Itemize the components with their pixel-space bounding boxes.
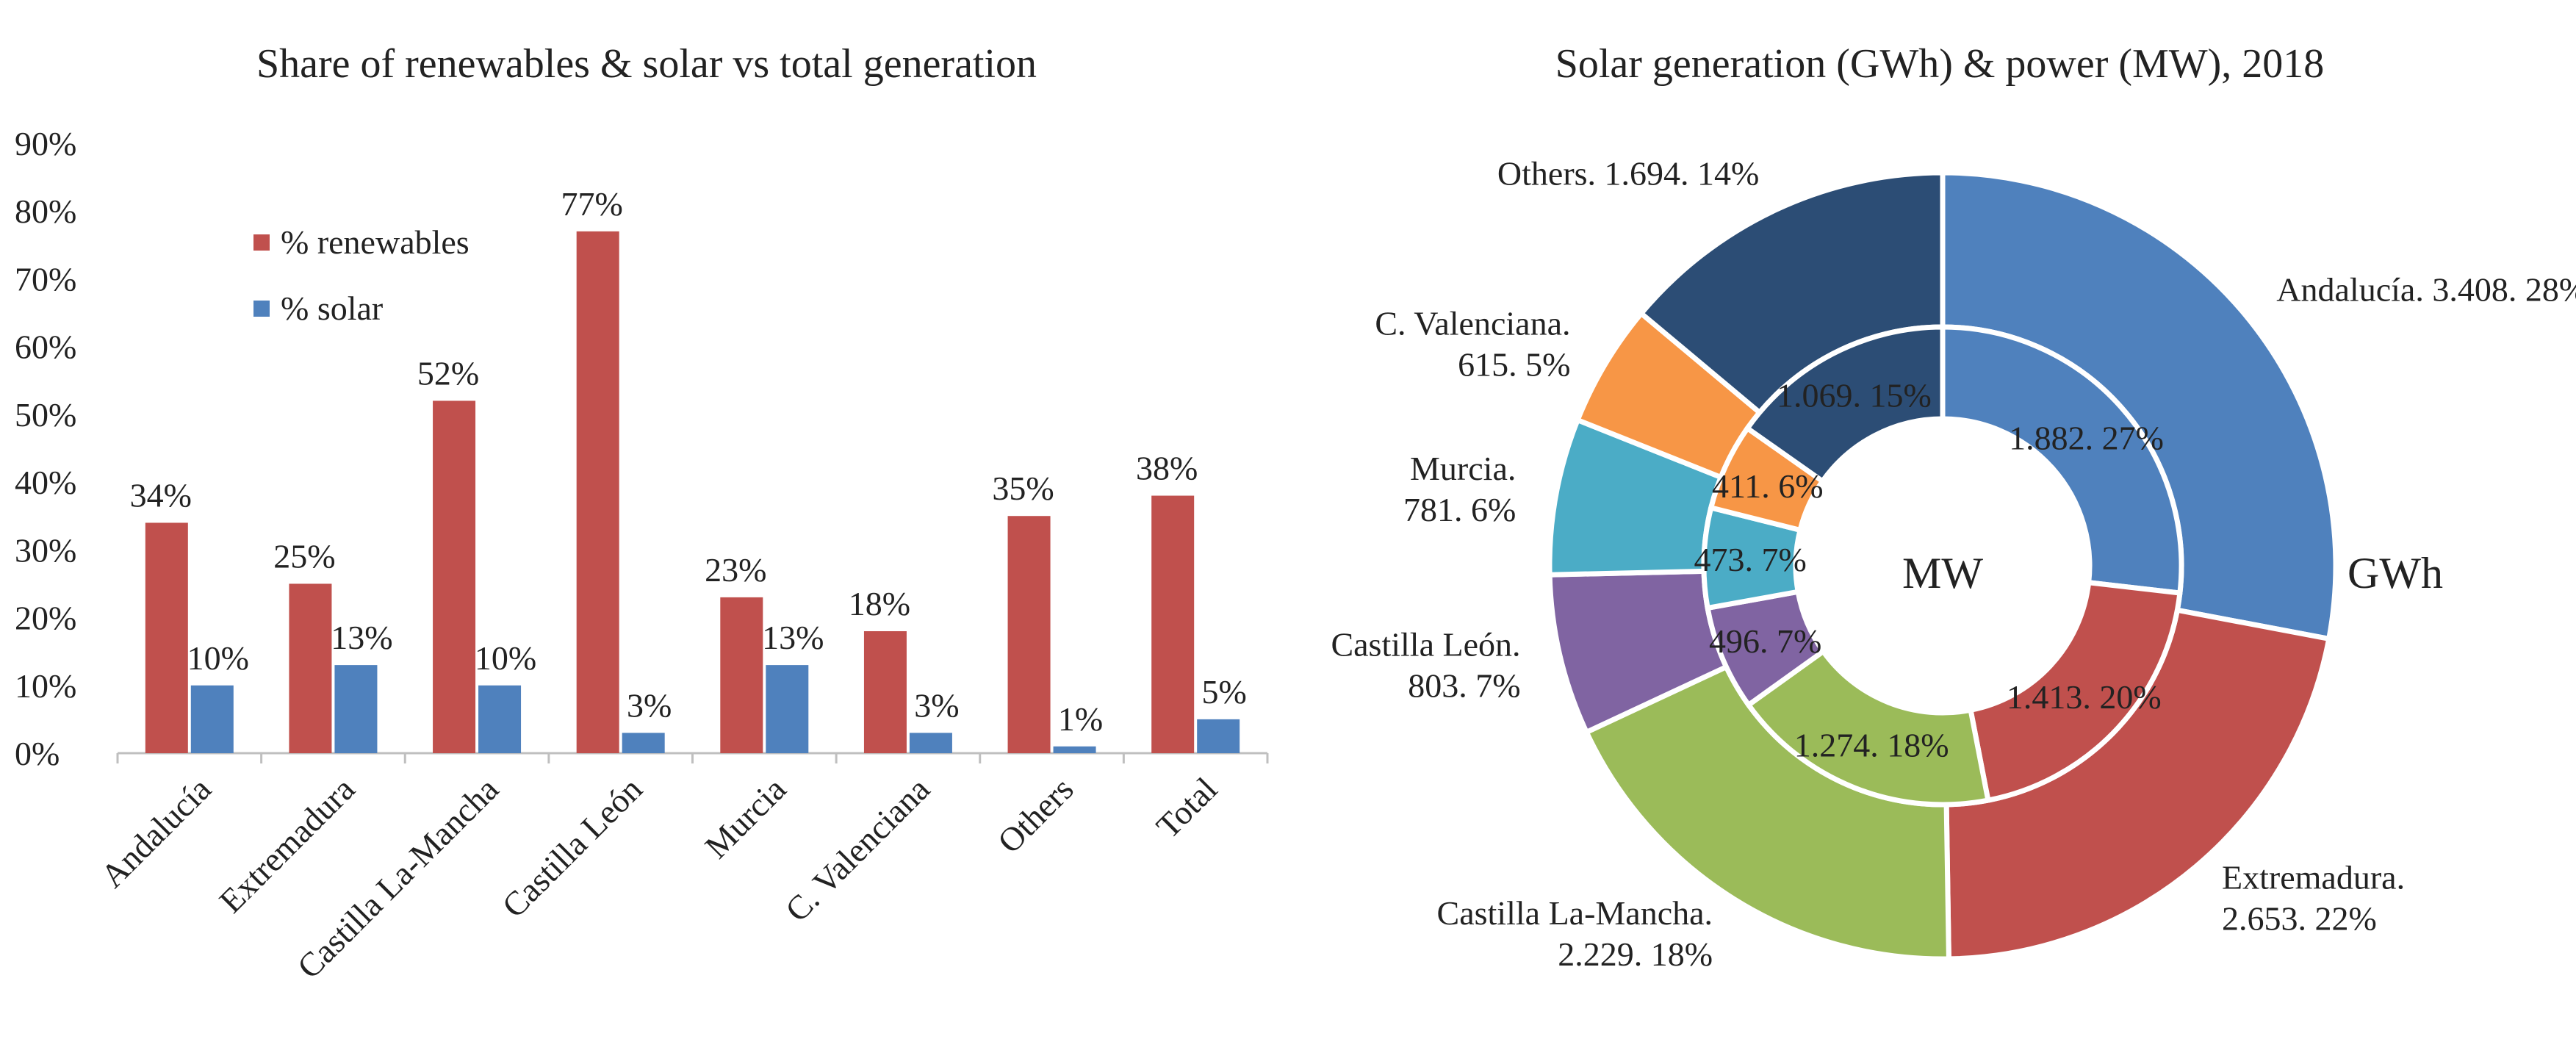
donut-slice	[1967, 579, 2183, 804]
data-label: 1%	[1058, 700, 1103, 738]
bar	[1197, 719, 1240, 753]
donut-chart-title: Solar generation (GWh) & power (MW), 201…	[1555, 41, 2325, 87]
ring-side-label: GWh	[2347, 549, 2443, 597]
donut-chart: Solar generation (GWh) & power (MW), 201…	[1331, 41, 2576, 973]
inner-slice-label: 473. 7%	[1694, 541, 1806, 578]
y-tick-label: 60%	[15, 328, 76, 366]
data-label: 5%	[1202, 673, 1247, 711]
outer-slice-label: C. Valenciana. 615. 5%	[1375, 304, 1570, 383]
y-tick-label: 40%	[15, 464, 76, 501]
data-label: 23%	[705, 551, 766, 589]
category-label: Total	[1149, 770, 1224, 845]
inner-slice-label: 1.882. 27%	[2009, 420, 2164, 457]
y-tick-label: 70%	[15, 260, 76, 298]
donut-slice	[1744, 324, 1946, 485]
bar	[334, 665, 378, 753]
bar	[145, 522, 188, 753]
donut-slice	[1940, 324, 2184, 596]
data-labels: 34% 10% 25% 13% 52% 10% 77% 3% 23% 13% 18% 3% 35% 1% 3…	[130, 185, 1247, 738]
label-line: Andalucía. 3.408. 28%	[2276, 271, 2576, 309]
y-tick-label: 10%	[15, 667, 76, 705]
label-line: 2.229. 18%	[1558, 935, 1713, 973]
outer-slice-label: Andalucía. 3.408. 28%	[2276, 271, 2576, 309]
y-axis: 0% 10% 20% 30% 40% 50% 60% 70% 80% 90%	[15, 125, 1269, 772]
bar	[766, 665, 809, 753]
legend-label: % solar	[281, 290, 383, 327]
bar	[720, 597, 763, 753]
label-line: Murcia.	[1410, 450, 1516, 487]
y-tick-label: 20%	[15, 600, 76, 637]
bar	[576, 231, 619, 753]
data-label: 13%	[331, 619, 392, 656]
label-line: 781. 6%	[1403, 491, 1516, 528]
category-label: Extremadura	[212, 770, 361, 920]
data-label: 25%	[273, 537, 335, 575]
bar	[1007, 516, 1051, 753]
data-label: 3%	[914, 686, 959, 724]
bar	[1053, 746, 1096, 753]
category-label: Andalucía	[93, 770, 218, 895]
category-label: Castilla León	[494, 770, 649, 924]
outer-slice-label: Extremadura. 2.653. 22%	[2222, 858, 2405, 937]
legend: % renewables % solar	[253, 223, 469, 327]
bar	[1151, 495, 1195, 753]
donut-slice	[1744, 647, 1991, 808]
y-tick-label: 30%	[15, 531, 76, 569]
y-tick-label: 0%	[15, 735, 60, 772]
label-line: C. Valenciana.	[1375, 304, 1570, 342]
outer-slice-label: Castilla La-Mancha. 2.229. 18%	[1437, 894, 1713, 973]
inner-slice-label: 411. 6%	[1712, 467, 1824, 505]
legend-swatch	[253, 234, 270, 251]
inner-slice-label: 1.274. 18%	[1794, 726, 1949, 763]
donut-labels: 1.882. 27% 1.413. 20% 1.274. 18% 496. 7% 473…	[1331, 154, 2576, 973]
label-line: 615. 5%	[1458, 345, 1570, 383]
outer-slice-label: Castilla León. 803. 7%	[1331, 625, 1520, 704]
inner-slice-label: 1.069. 15%	[1777, 376, 1932, 414]
outer-slice-label: Others. 1.694. 14%	[1497, 154, 1759, 192]
label-line: 2.653. 22%	[2222, 899, 2377, 937]
label-line: Castilla León.	[1331, 625, 1520, 663]
data-label: 10%	[475, 639, 536, 677]
inner-slice-label: 496. 7%	[1709, 622, 1821, 660]
bar	[289, 583, 332, 753]
bar	[622, 733, 665, 753]
inner-ring	[1701, 324, 2184, 808]
legend-label: % renewables	[281, 223, 469, 261]
data-label: 38%	[1136, 450, 1198, 487]
label-line: Castilla La-Mancha.	[1437, 894, 1713, 932]
data-label: 13%	[762, 619, 824, 656]
legend-swatch	[253, 301, 270, 317]
bar	[433, 400, 476, 753]
data-label: 18%	[849, 585, 910, 622]
data-label: 10%	[187, 639, 249, 677]
data-label: 77%	[561, 185, 623, 223]
label-line: Extremadura.	[2222, 858, 2405, 896]
data-label: 35%	[992, 470, 1054, 507]
center-label: MW	[1902, 549, 1983, 597]
bar	[863, 631, 907, 753]
y-tick-label: 90%	[15, 125, 76, 162]
outer-ring	[1547, 170, 2339, 962]
category-label: Murcia	[697, 770, 793, 866]
category-label: C. Valenciana	[778, 770, 937, 929]
category-label: Others	[990, 770, 1081, 860]
bar	[909, 733, 952, 753]
y-tick-label: 50%	[15, 396, 76, 434]
label-line: 803. 7%	[1408, 666, 1520, 704]
y-tick-label: 80%	[15, 193, 76, 230]
bar-chart: Share of renewables & solar vs total gen…	[15, 41, 1269, 985]
bar	[190, 685, 234, 753]
bars	[145, 231, 1240, 753]
inner-slice-label: 1.413. 20%	[2007, 678, 2162, 716]
bar-chart-title: Share of renewables & solar vs total gen…	[256, 41, 1037, 87]
data-label: 3%	[627, 686, 672, 724]
data-label: 34%	[130, 476, 192, 514]
outer-slice-label: Murcia. 781. 6%	[1403, 450, 1516, 528]
data-label: 52%	[417, 354, 479, 392]
bar	[478, 685, 522, 753]
label-line: Others. 1.694. 14%	[1497, 154, 1759, 192]
